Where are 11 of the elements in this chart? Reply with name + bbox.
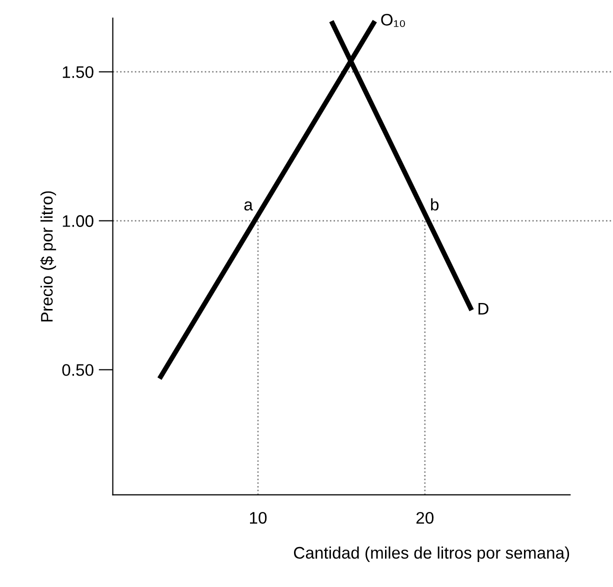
series-label: D [478, 302, 488, 314]
y-axis-title: Precio ($ por litro) [40, 191, 56, 322]
x-tick-label: 20 [416, 512, 434, 524]
y-tick-label: 0.50 [62, 364, 94, 376]
y-tick-label: 1.50 [62, 66, 94, 78]
annotation: a [244, 201, 253, 211]
annotation: b [431, 198, 439, 211]
y-tick-label: 1.00 [62, 215, 94, 227]
x-axis-title: Cantidad (miles de litros por semana) [294, 546, 570, 562]
x-tick-label: 10 [250, 512, 267, 524]
series-label: O₁₀ [381, 14, 405, 27]
